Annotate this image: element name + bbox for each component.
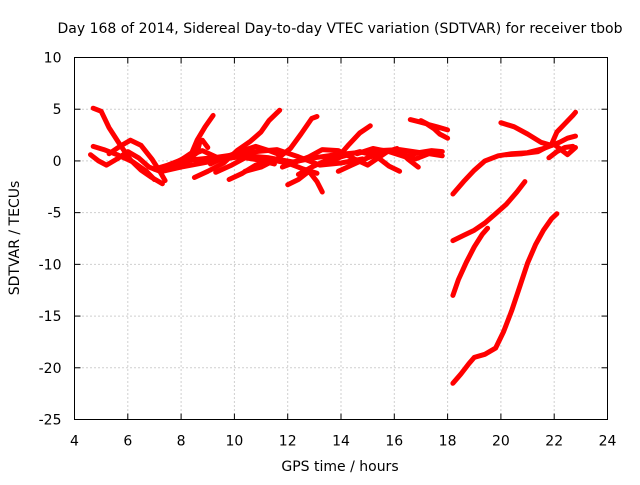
- series-line-17: [322, 149, 403, 174]
- series-line-4: [106, 137, 168, 184]
- series-line-27: [503, 109, 578, 158]
- y-tick-label: -15: [39, 309, 62, 325]
- series-line-13: [242, 114, 320, 174]
- x-tick-label: 18: [439, 434, 457, 450]
- x-tick-label: 20: [492, 434, 510, 450]
- x-tick-label: 16: [385, 434, 403, 450]
- y-tick-label: -5: [48, 206, 62, 222]
- series-line-19: [354, 146, 445, 160]
- x-tick-label: 8: [177, 434, 186, 450]
- y-tick-label: 10: [44, 51, 62, 67]
- chart-title: Day 168 of 2014, Sidereal Day-to-day VTE…: [57, 21, 622, 37]
- x-tick-label: 12: [279, 434, 297, 450]
- grid: [74, 57, 608, 420]
- series-line-26: [498, 120, 578, 148]
- series-layer: [88, 105, 578, 386]
- series-line-8: [186, 137, 211, 162]
- y-tick-label: -20: [39, 361, 62, 377]
- series-line-5: [151, 112, 216, 172]
- axis-ticks: 4 6 8 10 12 14 16 18 20 22 24 10 5 0 -5 -10 -15 -20 -25: [39, 51, 617, 450]
- series-line-23: [450, 179, 528, 244]
- series-line-28: [546, 143, 576, 161]
- series-line-3: [90, 143, 157, 182]
- y-tick-label: 5: [53, 102, 62, 118]
- series-line-14: [279, 147, 445, 170]
- x-tick-label: 4: [70, 434, 79, 450]
- y-axis-title: SDTVAR / TECUs: [7, 181, 23, 296]
- series-line-9: [191, 107, 283, 180]
- x-tick-label: 22: [545, 434, 563, 450]
- y-tick-label: 0: [53, 154, 62, 170]
- series-line-21: [418, 118, 451, 133]
- x-tick-label: 24: [599, 434, 617, 450]
- y-tick-label: -10: [39, 257, 62, 273]
- x-tick-label: 14: [332, 434, 350, 450]
- x-tick-label: 6: [123, 434, 132, 450]
- series-line-25: [450, 211, 560, 386]
- x-axis-title: GPS time / hours: [281, 459, 398, 475]
- series-line-24: [450, 225, 491, 298]
- y-tick-label: -25: [39, 413, 62, 429]
- x-tick-label: 10: [225, 434, 243, 450]
- series-line-10: [207, 143, 283, 167]
